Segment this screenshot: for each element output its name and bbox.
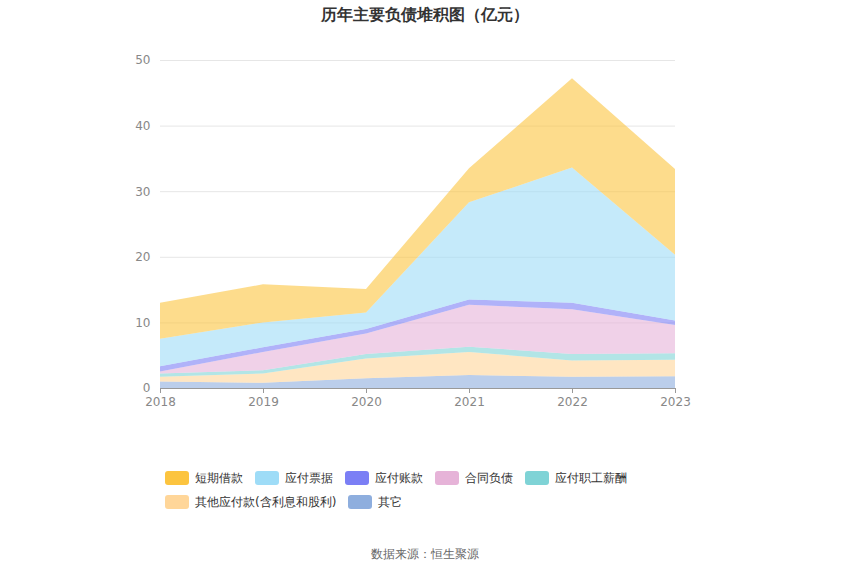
svg-text:2019: 2019: [248, 395, 279, 409]
html-text:短期借款: 短期借款: [195, 470, 243, 485]
html-text:其他应付款(含利息和股利): 其他应付款(含利息和股利): [195, 494, 337, 509]
html-text:应付票据: 应付票据: [285, 470, 333, 485]
html-text:其它: 其它: [378, 494, 403, 509]
svg-text:20: 20: [135, 250, 150, 264]
svg-text:2018: 2018: [145, 395, 176, 409]
svg-text:50: 50: [135, 53, 150, 67]
html-text:数据来源：恒生聚源: 数据来源：恒生聚源: [371, 547, 479, 561]
svg-text:2021: 2021: [454, 395, 485, 409]
html-text:历年主要负债堆积图（亿元）: 历年主要负债堆积图（亿元）: [321, 5, 529, 24]
svg-text:40: 40: [135, 119, 150, 133]
svg-text:2023: 2023: [660, 395, 691, 409]
svg-text:2022: 2022: [557, 395, 588, 409]
html-text:应付职工薪酬: 应付职工薪酬: [555, 470, 627, 485]
svg-text:30: 30: [135, 185, 150, 199]
html-text:应付账款: 应付账款: [375, 470, 423, 485]
svg-text:2020: 2020: [351, 395, 382, 409]
svg-text:10: 10: [135, 316, 150, 330]
html-text:合同负债: 合同负债: [465, 470, 513, 485]
svg-text:0: 0: [143, 381, 151, 395]
